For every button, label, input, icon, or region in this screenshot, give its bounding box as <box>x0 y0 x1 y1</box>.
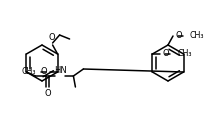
Text: HN: HN <box>54 66 67 75</box>
Text: O: O <box>41 67 47 77</box>
Text: CH₃: CH₃ <box>177 50 192 58</box>
Text: O: O <box>162 49 169 57</box>
Text: O: O <box>44 89 51 98</box>
Text: CH₃: CH₃ <box>190 31 204 40</box>
Text: O: O <box>175 30 182 40</box>
Text: O: O <box>48 34 55 42</box>
Text: CH₃: CH₃ <box>21 67 36 77</box>
